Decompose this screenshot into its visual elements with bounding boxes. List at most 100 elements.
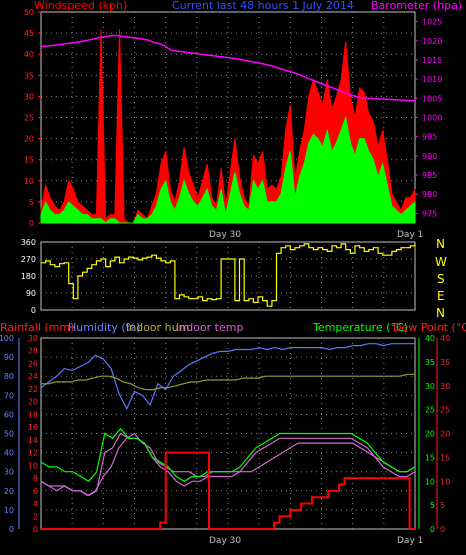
wind-tick-label: 40 [24, 50, 34, 59]
indoor-temp-label: Indoor temp [176, 321, 243, 334]
baro-tick-label: 980 [422, 190, 437, 199]
baro-axis-label: Barometer (hpa) [371, 0, 462, 12]
humidity-tick-label: 40 [4, 449, 14, 458]
humidity-tick-label: 10 [4, 506, 14, 515]
rain-tick-label: 28 [28, 347, 38, 356]
temperature-tick-label: 10 [425, 477, 435, 486]
humidity-axis-label: Humidity (%) [68, 321, 140, 334]
dew-point-tick-label: 35 [440, 358, 450, 367]
baro-tick-label: 1025 [422, 18, 442, 27]
average-wind-series [40, 115, 416, 224]
dew-point-tick-label: 5 [440, 501, 445, 510]
dew-point-tick-label: 20 [440, 430, 450, 439]
temperature-series [40, 427, 416, 483]
rainfall-series [41, 451, 415, 530]
wind-tick-label: 0 [29, 219, 34, 228]
baro-tick-label: 1020 [422, 37, 442, 46]
baro-tick-label: 1015 [422, 56, 442, 65]
dew-point-tick-label: 30 [440, 382, 450, 391]
baro-tick-label: 985 [422, 171, 437, 180]
temp-humidity-rain-chart: 0246810121416182022242628300102030405060… [0, 321, 466, 534]
humidity-tick-label: 30 [4, 468, 14, 477]
dew-point-tick-label: 25 [440, 406, 450, 415]
wind-tick-label: 20 [24, 135, 34, 144]
temperature-axis-label: Temperature (°C) [312, 321, 408, 334]
chart-title: Current last 48 hours 1 July 2014 [172, 0, 354, 12]
day-label-p1-day1: Day 1 [397, 230, 423, 240]
indoor-hum-label: Indoor hum [126, 321, 189, 334]
humidity-tick-label: 50 [4, 430, 14, 439]
wind-axis-label: Windspeed (kph) [34, 0, 127, 12]
humidity-tick-label: 70 [4, 391, 14, 400]
humidity-tick-label: 0 [9, 525, 14, 534]
humidity-tick-label: 90 [4, 353, 14, 362]
baro-tick-label: 990 [422, 152, 437, 161]
temperature-tick-label: 15 [425, 453, 435, 462]
rain-tick-label: 6 [33, 487, 38, 496]
temperature-tick-label: 25 [425, 406, 435, 415]
rain-tick-label: 16 [28, 423, 38, 432]
wind-tick-label: 45 [24, 29, 34, 38]
wind-tick-label: 50 [24, 8, 34, 17]
dew-point-tick-label: 15 [440, 453, 450, 462]
compass-e: E [437, 289, 445, 303]
wind-direction-chart: 0 90 180 270 360 [21, 238, 416, 315]
direction-tick-label: 180 [21, 272, 36, 281]
rain-tick-label: 26 [28, 359, 38, 368]
temperature-tick-label: 5 [430, 501, 435, 510]
rain-tick-label: 30 [28, 334, 38, 343]
rain-tick-label: 12 [28, 449, 38, 458]
rain-tick-label: 22 [28, 385, 38, 394]
humidity-tick-label: 60 [4, 410, 14, 419]
wind-tick-label: 15 [24, 156, 34, 165]
baro-tick-label: 995 [422, 133, 437, 142]
compass-s: S [437, 272, 445, 286]
humidity-tick-label: 80 [4, 372, 14, 381]
rain-tick-label: 14 [28, 436, 38, 445]
wind-tick-label: 10 [24, 177, 34, 186]
indoor-hum-series [41, 373, 415, 391]
rain-tick-label: 0 [33, 525, 38, 534]
baro-tick-label: 975 [422, 209, 437, 218]
dew-point-tick-label: 10 [440, 477, 450, 486]
humidity-tick-label: 20 [4, 487, 14, 496]
rain-tick-label: 4 [33, 500, 38, 509]
rain-tick-label: 8 [33, 474, 38, 483]
day-label-p3-day1: Day 1 [397, 536, 423, 546]
wind-tick-label: 5 [29, 198, 34, 207]
humidity-series [40, 343, 415, 411]
rain-tick-label: 10 [28, 461, 38, 470]
direction-tick-label: 0 [31, 306, 36, 315]
barometer-series [40, 34, 416, 102]
day-label-p3-day30: Day 30 [209, 536, 241, 546]
temperature-tick-label: 35 [425, 358, 435, 367]
compass-w: W [435, 255, 447, 269]
rain-axis-label: Rainfall (mm) [0, 321, 74, 334]
baro-tick-label: 1010 [422, 75, 442, 84]
compass-n-bottom: N [436, 306, 445, 320]
baro-tick-label: 1000 [422, 114, 442, 123]
rain-tick-label: 20 [28, 398, 38, 407]
rain-tick-label: 24 [28, 372, 38, 381]
temperature-tick-label: 40 [425, 334, 435, 343]
dew-point-axis-label: Dew Point (°C) [393, 321, 466, 334]
dew-point-tick-label: 40 [440, 334, 450, 343]
dew-point-tick-label: 0 [440, 525, 445, 534]
temperature-tick-label: 20 [425, 430, 435, 439]
direction-tick-label: 270 [21, 255, 36, 264]
humidity-tick-label: 100 [0, 334, 14, 343]
temperature-tick-label: 0 [430, 525, 435, 534]
day-label-p1-day30: Day 30 [209, 230, 241, 240]
wind-tick-label: 30 [24, 92, 34, 101]
rain-tick-label: 18 [28, 410, 38, 419]
direction-tick-label: 90 [26, 289, 36, 298]
baro-tick-label: 1005 [422, 94, 442, 103]
wind-tick-label: 35 [24, 71, 34, 80]
compass-n-top: N [436, 237, 445, 251]
wind-tick-label: 25 [24, 114, 34, 123]
wind-barometer-chart: 0510152025303540455097598098599099510001… [24, 0, 462, 228]
temperature-tick-label: 30 [425, 382, 435, 391]
direction-series [41, 243, 416, 307]
